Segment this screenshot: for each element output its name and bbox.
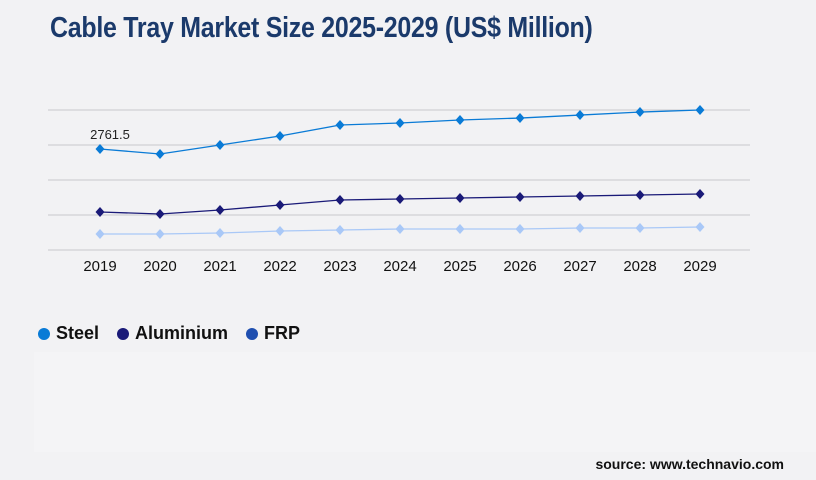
source-text: source: www.technavio.com — [595, 456, 784, 472]
x-tick-label: 2029 — [683, 258, 716, 275]
legend-marker-frp — [246, 327, 259, 340]
line-chart: 2019 2020 2021 2022 2023 2024 2025 2026 2027 2028… — [48, 105, 750, 275]
data-point-aluminium — [155, 209, 165, 220]
data-point-aluminium — [335, 195, 345, 206]
data-point-steel — [215, 140, 225, 151]
data-point-frp — [335, 224, 345, 235]
data-point-frp — [635, 223, 645, 234]
x-tick-label: 2023 — [323, 258, 356, 275]
series-line-steel — [99, 109, 701, 155]
data-point-aluminium — [635, 189, 645, 200]
data-point-aluminium — [515, 192, 525, 203]
legend: Steel Aluminium FRP — [38, 323, 300, 344]
data-point-aluminium — [575, 191, 585, 202]
data-point-steel — [455, 115, 465, 126]
data-point-aluminium — [455, 192, 465, 203]
data-point-frp — [575, 223, 585, 234]
data-point-aluminium — [215, 204, 225, 215]
x-tick-label: 2021 — [203, 258, 236, 275]
data-point-frp — [395, 224, 405, 235]
x-tick-label: 2028 — [623, 258, 656, 275]
data-point-steel — [275, 131, 285, 142]
data-point-aluminium — [275, 200, 285, 211]
legend-label: Aluminium — [135, 323, 229, 343]
x-tick-label: 2027 — [563, 258, 596, 275]
legend-label: Steel — [56, 323, 100, 343]
data-point-frp — [515, 224, 525, 235]
data-point-steel — [395, 118, 405, 129]
data-point-aluminium — [395, 194, 405, 205]
x-tick-label: 2020 — [143, 258, 176, 275]
data-point-steel — [155, 148, 165, 159]
background-panel — [34, 352, 816, 452]
data-point-frp — [695, 221, 705, 232]
x-tick-label: 2025 — [443, 258, 476, 275]
legend-marker-steel — [38, 327, 50, 340]
data-point-aluminium — [95, 207, 105, 218]
chart-title: Cable Tray Market Size 2025-2029 (US$ Mi… — [50, 12, 593, 44]
data-point-frp — [215, 227, 225, 238]
data-point-frp — [155, 229, 165, 240]
x-tick-label: 2022 — [263, 258, 296, 275]
legend-item-aluminium[interactable]: Aluminium — [117, 323, 228, 344]
x-tick-label: 2024 — [383, 258, 416, 275]
data-point-frp — [95, 229, 105, 240]
data-point-frp — [275, 226, 285, 237]
legend-label: FRP — [264, 323, 301, 343]
data-point-steel — [635, 107, 645, 118]
data-label: 2761.5 — [90, 127, 130, 142]
legend-item-steel[interactable]: Steel — [38, 323, 99, 344]
data-point-steel — [695, 105, 705, 116]
x-tick-label: 2019 — [83, 258, 116, 275]
data-point-steel — [515, 113, 525, 124]
data-point-frp — [455, 224, 465, 235]
legend-item-frp[interactable]: FRP — [246, 323, 300, 344]
data-point-steel — [335, 120, 345, 131]
data-point-aluminium — [695, 189, 705, 200]
legend-marker-aluminium — [117, 327, 130, 340]
x-tick-label: 2026 — [503, 258, 536, 275]
data-point-steel — [575, 110, 585, 121]
data-point-steel — [95, 144, 105, 155]
